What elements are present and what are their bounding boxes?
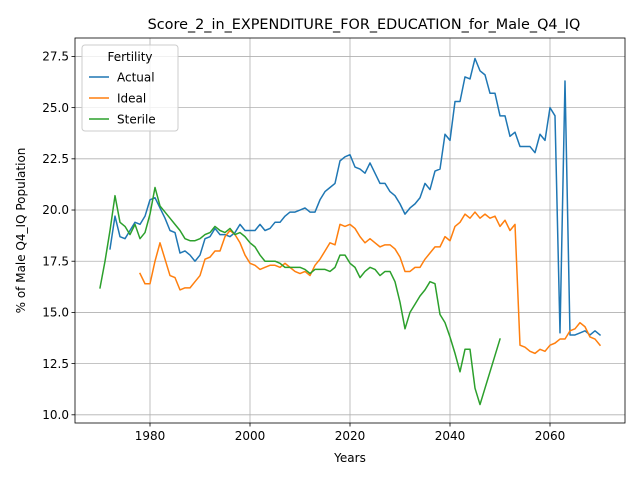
y-tick-label: 12.5 bbox=[42, 357, 69, 371]
y-tick-label: 27.5 bbox=[42, 50, 69, 64]
y-tick-label: 10.0 bbox=[42, 408, 69, 422]
legend: Fertility Actual Ideal Sterile bbox=[82, 45, 178, 131]
x-tick-label: 1980 bbox=[135, 429, 166, 443]
x-tick-label: 2000 bbox=[235, 429, 266, 443]
legend-label-sterile: Sterile bbox=[117, 112, 156, 126]
y-tick-label: 17.5 bbox=[42, 254, 69, 268]
y-tick-label: 22.5 bbox=[42, 152, 69, 166]
legend-label-ideal: Ideal bbox=[117, 91, 146, 105]
y-tick-label: 15.0 bbox=[42, 306, 69, 320]
series-line-sterile bbox=[100, 187, 500, 404]
x-tick-label: 2060 bbox=[535, 429, 566, 443]
legend-label-actual: Actual bbox=[117, 70, 155, 84]
x-tick-label: 2020 bbox=[335, 429, 366, 443]
legend-title: Fertility bbox=[107, 50, 152, 64]
x-axis-label: Years bbox=[333, 451, 366, 465]
x-tick-label: 2040 bbox=[435, 429, 466, 443]
y-tick-label: 25.0 bbox=[42, 101, 69, 115]
series-line-actual bbox=[110, 58, 600, 334]
y-axis-ticks: 10.0 12.5 15.0 17.5 20.0 22.5 25.0 27.5 bbox=[42, 50, 75, 422]
y-axis-label: % of Male Q4_IQ Population bbox=[14, 148, 28, 314]
x-axis-ticks: 1980 2000 2020 2040 2060 bbox=[135, 423, 566, 443]
chart-title: Score_2_in_EXPENDITURE_FOR_EDUCATION_for… bbox=[148, 17, 581, 33]
y-tick-label: 20.0 bbox=[42, 203, 69, 217]
